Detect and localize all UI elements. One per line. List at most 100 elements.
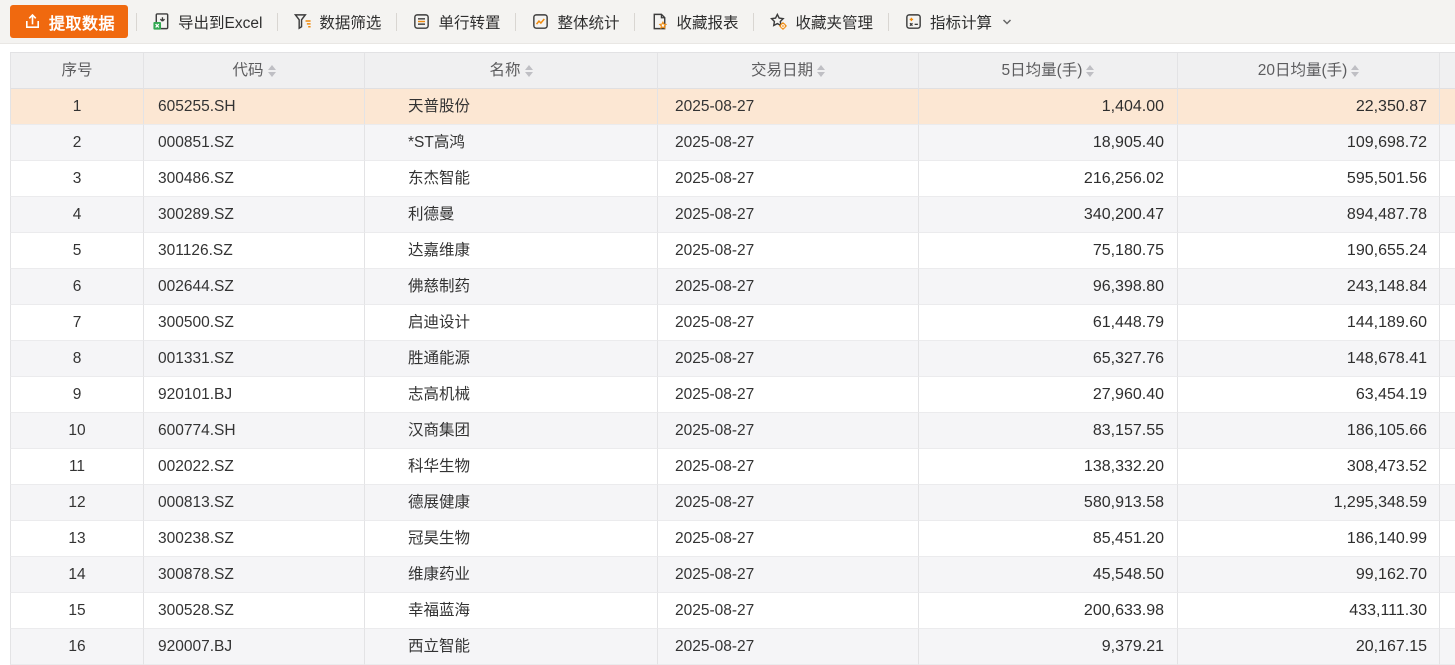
table-row[interactable]: 15 300528.SZ 幸福蓝海 2025-08-27 200,633.98 433,1… xyxy=(10,593,1455,629)
table-row[interactable]: 13 300238.SZ 冠昊生物 2025-08-27 85,451.20 186,14… xyxy=(10,521,1455,557)
indicator-calc-button[interactable]: 指标计算 xyxy=(889,0,1028,44)
cell-name[interactable]: 利德曼 xyxy=(365,197,658,233)
cell-name[interactable]: 西立智能 xyxy=(365,629,658,665)
cell-code[interactable]: 000851.SZ xyxy=(144,125,365,161)
cell-name[interactable]: *ST高鸿 xyxy=(365,125,658,161)
cell-date[interactable]: 2025-08-27 xyxy=(658,233,919,269)
extract-data-button[interactable]: 提取数据 xyxy=(10,5,129,38)
cell-index[interactable]: 8 xyxy=(10,341,144,377)
cell-avg5[interactable]: 65,327.76 xyxy=(919,341,1178,377)
cell-avg20[interactable]: 1,295,348.59 xyxy=(1178,485,1440,521)
cell-index[interactable]: 16 xyxy=(10,629,144,665)
cell-code[interactable]: 300238.SZ xyxy=(144,521,365,557)
cell-avg5[interactable]: 85,451.20 xyxy=(919,521,1178,557)
cell-index[interactable]: 7 xyxy=(10,305,144,341)
cell-avg5[interactable]: 138,332.20 xyxy=(919,449,1178,485)
cell-name[interactable]: 志高机械 xyxy=(365,377,658,413)
cell-code[interactable]: 001331.SZ xyxy=(144,341,365,377)
export-to-excel-button[interactable]: 导出到Excel xyxy=(137,0,277,44)
row-transpose-button[interactable]: 单行转置 xyxy=(397,0,515,44)
cell-avg20[interactable]: 190,655.24 xyxy=(1178,233,1440,269)
cell-avg20[interactable]: 308,473.52 xyxy=(1178,449,1440,485)
cell-avg20[interactable]: 99,162.70 xyxy=(1178,557,1440,593)
cell-date[interactable]: 2025-08-27 xyxy=(658,557,919,593)
cell-index[interactable]: 1 xyxy=(10,89,144,125)
cell-code[interactable]: 920007.BJ xyxy=(144,629,365,665)
table-row[interactable]: 12 000813.SZ 德展健康 2025-08-27 580,913.58 1,295… xyxy=(10,485,1455,521)
cell-code[interactable]: 600774.SH xyxy=(144,413,365,449)
table-row[interactable]: 16 920007.BJ 西立智能 2025-08-27 9,379.21 20,167.… xyxy=(10,629,1455,665)
cell-code[interactable]: 301126.SZ xyxy=(144,233,365,269)
cell-avg5[interactable]: 75,180.75 xyxy=(919,233,1178,269)
cell-code[interactable]: 300528.SZ xyxy=(144,593,365,629)
cell-avg5[interactable]: 1,404.00 xyxy=(919,89,1178,125)
cell-avg20[interactable]: 595,501.56 xyxy=(1178,161,1440,197)
cell-avg5[interactable]: 200,633.98 xyxy=(919,593,1178,629)
cell-avg20[interactable]: 109,698.72 xyxy=(1178,125,1440,161)
cell-name[interactable]: 佛慈制药 xyxy=(365,269,658,305)
cell-index[interactable]: 15 xyxy=(10,593,144,629)
cell-index[interactable]: 6 xyxy=(10,269,144,305)
cell-avg20[interactable]: 243,148.84 xyxy=(1178,269,1440,305)
cell-avg5[interactable]: 61,448.79 xyxy=(919,305,1178,341)
table-row[interactable]: 8 001331.SZ 胜通能源 2025-08-27 65,327.76 148,678… xyxy=(10,341,1455,377)
cell-avg20[interactable]: 144,189.60 xyxy=(1178,305,1440,341)
chevron-down-icon[interactable] xyxy=(1001,16,1013,28)
cell-avg20[interactable]: 63,454.19 xyxy=(1178,377,1440,413)
cell-avg20[interactable]: 20,167.15 xyxy=(1178,629,1440,665)
cell-date[interactable]: 2025-08-27 xyxy=(658,629,919,665)
table-row[interactable]: 5 301126.SZ 达嘉维康 2025-08-27 75,180.75 190,655… xyxy=(10,233,1455,269)
table-row[interactable]: 11 002022.SZ 科华生物 2025-08-27 138,332.20 308,4… xyxy=(10,449,1455,485)
cell-index[interactable]: 3 xyxy=(10,161,144,197)
table-row[interactable]: 7 300500.SZ 启迪设计 2025-08-27 61,448.79 144,189… xyxy=(10,305,1455,341)
cell-name[interactable]: 维康药业 xyxy=(365,557,658,593)
cell-index[interactable]: 5 xyxy=(10,233,144,269)
column-header-code[interactable]: 代码 xyxy=(144,53,365,89)
cell-code[interactable]: 920101.BJ xyxy=(144,377,365,413)
cell-avg5[interactable]: 83,157.55 xyxy=(919,413,1178,449)
cell-avg20[interactable]: 433,111.30 xyxy=(1178,593,1440,629)
cell-name[interactable]: 启迪设计 xyxy=(365,305,658,341)
cell-avg5[interactable]: 216,256.02 xyxy=(919,161,1178,197)
cell-index[interactable]: 10 xyxy=(10,413,144,449)
cell-code[interactable]: 300500.SZ xyxy=(144,305,365,341)
cell-name[interactable]: 汉商集团 xyxy=(365,413,658,449)
cell-code[interactable]: 605255.SH xyxy=(144,89,365,125)
cell-avg20[interactable]: 186,105.66 xyxy=(1178,413,1440,449)
column-header-date[interactable]: 交易日期 xyxy=(658,53,919,89)
cell-date[interactable]: 2025-08-27 xyxy=(658,593,919,629)
cell-name[interactable]: 达嘉维康 xyxy=(365,233,658,269)
cell-code[interactable]: 002022.SZ xyxy=(144,449,365,485)
cell-name[interactable]: 科华生物 xyxy=(365,449,658,485)
cell-date[interactable]: 2025-08-27 xyxy=(658,413,919,449)
cell-date[interactable]: 2025-08-27 xyxy=(658,89,919,125)
table-row[interactable]: 3 300486.SZ 东杰智能 2025-08-27 216,256.02 595,50… xyxy=(10,161,1455,197)
cell-name[interactable]: 德展健康 xyxy=(365,485,658,521)
cell-code[interactable]: 300878.SZ xyxy=(144,557,365,593)
cell-code[interactable]: 300289.SZ xyxy=(144,197,365,233)
cell-name[interactable]: 天普股份 xyxy=(365,89,658,125)
cell-avg5[interactable]: 96,398.80 xyxy=(919,269,1178,305)
cell-index[interactable]: 4 xyxy=(10,197,144,233)
cell-avg20[interactable]: 22,350.87 xyxy=(1178,89,1440,125)
cell-date[interactable]: 2025-08-27 xyxy=(658,377,919,413)
cell-avg5[interactable]: 9,379.21 xyxy=(919,629,1178,665)
cell-avg5[interactable]: 340,200.47 xyxy=(919,197,1178,233)
cell-index[interactable]: 13 xyxy=(10,521,144,557)
cell-avg20[interactable]: 186,140.99 xyxy=(1178,521,1440,557)
column-header-avg20[interactable]: 20日均量(手) xyxy=(1178,53,1440,89)
table-row[interactable]: 14 300878.SZ 维康药业 2025-08-27 45,548.50 99,162… xyxy=(10,557,1455,593)
cell-avg5[interactable]: 580,913.58 xyxy=(919,485,1178,521)
cell-index[interactable]: 12 xyxy=(10,485,144,521)
favorite-report-button[interactable]: 收藏报表 xyxy=(635,0,753,44)
cell-index[interactable]: 2 xyxy=(10,125,144,161)
column-header-avg5[interactable]: 5日均量(手) xyxy=(919,53,1178,89)
cell-code[interactable]: 002644.SZ xyxy=(144,269,365,305)
cell-code[interactable]: 000813.SZ xyxy=(144,485,365,521)
cell-name[interactable]: 东杰智能 xyxy=(365,161,658,197)
favorites-manage-button[interactable]: 收藏夹管理 xyxy=(754,0,888,44)
cell-date[interactable]: 2025-08-27 xyxy=(658,449,919,485)
table-row[interactable]: 6 002644.SZ 佛慈制药 2025-08-27 96,398.80 243,148… xyxy=(10,269,1455,305)
table-row[interactable]: 4 300289.SZ 利德曼 2025-08-27 340,200.47 894,487… xyxy=(10,197,1455,233)
cell-name[interactable]: 胜通能源 xyxy=(365,341,658,377)
